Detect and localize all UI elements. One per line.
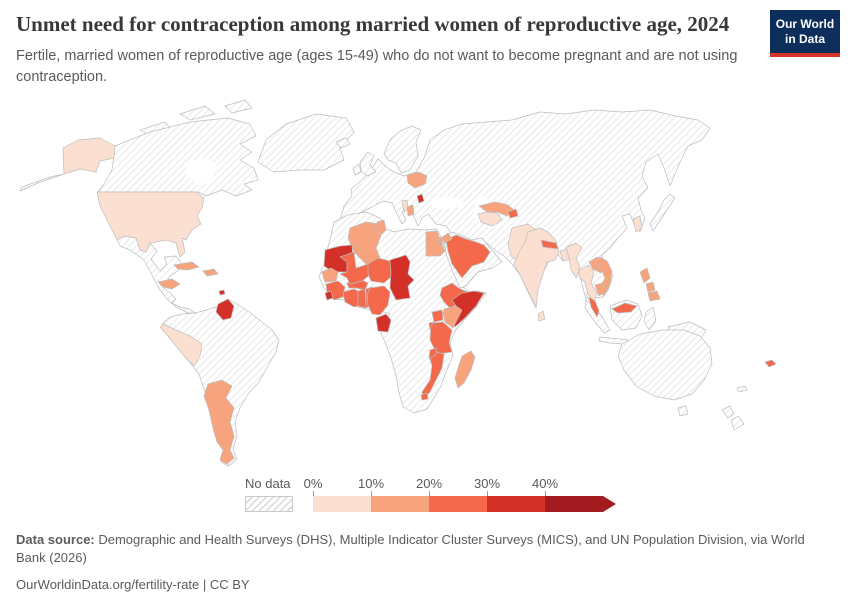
page-title: Unmet need for contraception among marri…	[16, 12, 730, 36]
landmass-australia[interactable]	[617, 329, 713, 401]
landmass-iceland[interactable]	[335, 137, 351, 149]
country-philippines[interactable]	[639, 267, 661, 302]
landmass-tasmania[interactable]	[677, 405, 689, 417]
country-thailand[interactable]	[578, 264, 598, 303]
country-ghana[interactable]	[357, 288, 367, 309]
no-data-swatch[interactable]	[245, 496, 293, 512]
owid-logo-red-bar	[770, 53, 840, 57]
landmass-new-zealand[interactable]	[721, 405, 745, 431]
country-madagascar[interactable]	[454, 350, 476, 389]
legend-tick-mark	[429, 491, 430, 496]
chart-footer: Data source: Demographic and Health Surv…	[16, 531, 834, 594]
chart-header: Unmet need for contraception among marri…	[16, 10, 761, 88]
country-gabon[interactable]	[375, 313, 392, 333]
country-trinidad[interactable]	[218, 289, 226, 296]
country-united-states[interactable]	[96, 191, 205, 258]
country-senegal[interactable]	[321, 267, 339, 283]
country-sri-lanka[interactable]	[537, 310, 546, 322]
owid-logo-line2: in Data	[784, 32, 825, 46]
legend-tick-label-20%: 20%	[415, 476, 443, 491]
country-alaska[interactable]	[62, 137, 116, 175]
country-honduras[interactable]	[157, 278, 181, 290]
chart-subtitle: Fertile, married women of reproductive a…	[16, 47, 738, 85]
legend-segment-4[interactable]	[545, 496, 603, 512]
country-fiji[interactable]	[764, 359, 777, 368]
legend-arrow	[603, 496, 616, 512]
legend-segment-0[interactable]	[313, 496, 371, 512]
country-jordan[interactable]	[440, 232, 453, 244]
country-moldova[interactable]	[416, 193, 425, 204]
country-myanmar[interactable]	[565, 242, 583, 279]
landmass-scandinavia[interactable]	[383, 125, 422, 174]
country-nigeria[interactable]	[366, 285, 391, 316]
country-sierra-leone[interactable]	[324, 290, 334, 301]
legend-tick-label-10%: 10%	[357, 476, 385, 491]
country-uganda[interactable]	[431, 309, 444, 323]
country-serbia[interactable]	[406, 204, 415, 217]
country-cote-divoire[interactable]	[342, 288, 359, 308]
legend-tick-label-40%: 40%	[531, 476, 559, 491]
landmass-eurasia[interactable]	[339, 109, 711, 319]
country-nepal[interactable]	[540, 239, 559, 250]
country-tajikistan[interactable]	[507, 208, 519, 219]
landmass-ireland[interactable]	[352, 163, 362, 176]
map-legend: No data 0% 10% 20% 30% 40%	[245, 476, 645, 518]
legend-tick-label-0%: 0%	[303, 476, 323, 491]
landmass-sulawesi[interactable]	[643, 306, 657, 331]
country-chad[interactable]	[389, 254, 415, 301]
country-belarus[interactable]	[406, 171, 428, 189]
license-line[interactable]: OurWorldinData.org/fertility-rate | CC B…	[16, 576, 250, 592]
legend-segment-2[interactable]	[429, 496, 487, 512]
country-guyana[interactable]	[215, 298, 235, 321]
data-source-text: Demographic and Health Surveys (DHS), Mu…	[16, 532, 805, 566]
legend-tick-mark	[371, 491, 372, 496]
data-source-line: Data source: Demographic and Health Surv…	[16, 531, 834, 568]
owid-logo-line1: Our World	[775, 17, 835, 31]
landmass-canada[interactable]	[97, 117, 259, 197]
owid-logo[interactable]: Our World in Data	[770, 10, 840, 57]
legend-segment-1[interactable]	[371, 496, 429, 512]
black-sea	[429, 197, 463, 209]
legend-tick-label-30%: 30%	[473, 476, 501, 491]
country-turkmenistan[interactable]	[477, 211, 503, 227]
country-kenya[interactable]	[442, 305, 463, 329]
country-malaysia-peninsula[interactable]	[588, 296, 600, 318]
legend-tick-mark	[313, 491, 314, 496]
country-peru[interactable]	[159, 323, 203, 367]
legend-tick-mark	[487, 491, 488, 496]
aleutian-islands[interactable]	[19, 173, 65, 192]
country-niger[interactable]	[367, 257, 393, 284]
country-dominican-republic[interactable]	[202, 268, 219, 277]
country-israel[interactable]	[437, 236, 444, 248]
legend-segment-3[interactable]	[487, 496, 545, 512]
hudson-bay	[186, 157, 217, 185]
country-cambodia[interactable]	[594, 282, 608, 297]
country-south-korea[interactable]	[632, 215, 643, 233]
country-tunisia[interactable]	[375, 219, 387, 237]
country-tanzania[interactable]	[429, 321, 453, 355]
country-cuba[interactable]	[173, 261, 200, 271]
country-mali[interactable]	[339, 251, 372, 285]
landmass-uk[interactable]	[359, 151, 377, 177]
country-egypt[interactable]	[425, 230, 446, 257]
country-argentina[interactable]	[203, 379, 235, 465]
landmass-new-caledonia[interactable]	[736, 385, 748, 393]
legend-tick-mark	[545, 491, 546, 496]
landmass-japan[interactable]	[649, 193, 676, 232]
data-source-label: Data source:	[16, 532, 95, 547]
country-malaysia-borneo[interactable]	[611, 302, 638, 314]
no-data-label: No data	[245, 476, 291, 491]
country-saudi-arabia[interactable]	[445, 234, 491, 279]
country-eswatini[interactable]	[420, 392, 429, 401]
